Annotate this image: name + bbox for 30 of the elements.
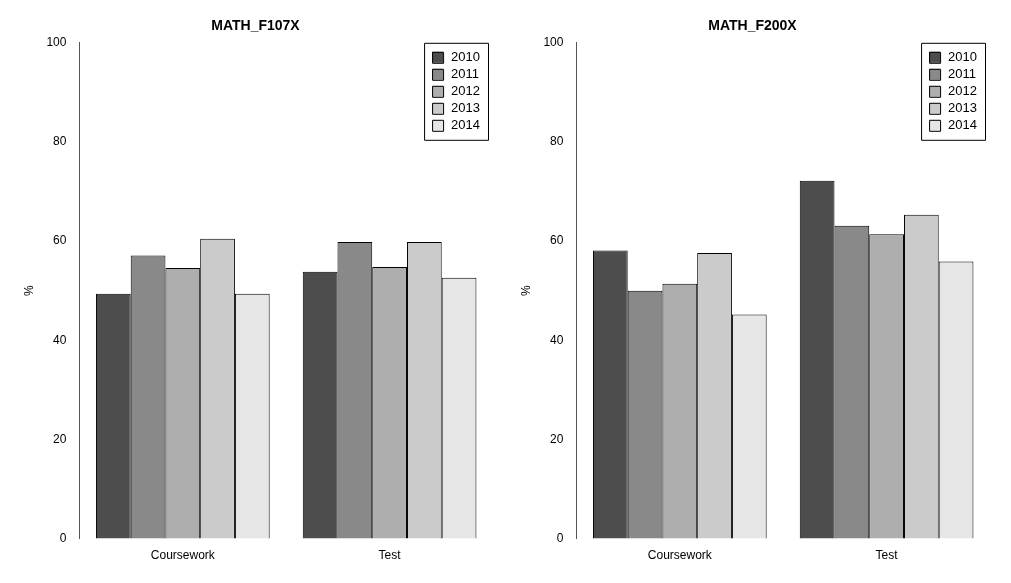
legend-label: 2012 (451, 83, 480, 99)
legend-label: 2013 (948, 100, 977, 116)
legend-label: 2012 (948, 83, 977, 99)
y-tick-label: 80 (53, 134, 67, 149)
legend-label: 2014 (451, 117, 480, 133)
y-tick-label: 60 (550, 233, 564, 248)
legend-label: 2011 (948, 66, 977, 82)
legend-label: 2013 (451, 100, 480, 116)
chart-title: MATH_F200X (708, 17, 798, 34)
y-tick-label: 60 (53, 233, 67, 248)
y-tick-label: 20 (550, 431, 564, 446)
y-tick-label: 100 (543, 35, 564, 50)
legend-label: 2011 (451, 66, 480, 82)
y-tick-label: 100 (46, 35, 67, 50)
y-axis-title: % (21, 285, 36, 297)
x-tick-label: Coursework (647, 548, 713, 563)
y-tick-label: 20 (53, 431, 67, 446)
x-tick-label: Coursework (150, 548, 216, 563)
y-tick-label: 0 (556, 530, 564, 545)
y-axis-title: % (518, 285, 533, 297)
y-tick-label: 40 (550, 332, 564, 347)
legend-label: 2010 (451, 49, 480, 65)
y-tick-label: 80 (550, 134, 564, 149)
chart-title: MATH_F107X (211, 17, 301, 34)
y-tick-label: 40 (53, 332, 67, 347)
legend-label: 2010 (948, 49, 977, 65)
x-tick-label: Test (875, 548, 899, 563)
x-tick-label: Test (378, 548, 402, 563)
y-tick-label: 0 (59, 530, 67, 545)
legend-label: 2014 (948, 117, 977, 133)
